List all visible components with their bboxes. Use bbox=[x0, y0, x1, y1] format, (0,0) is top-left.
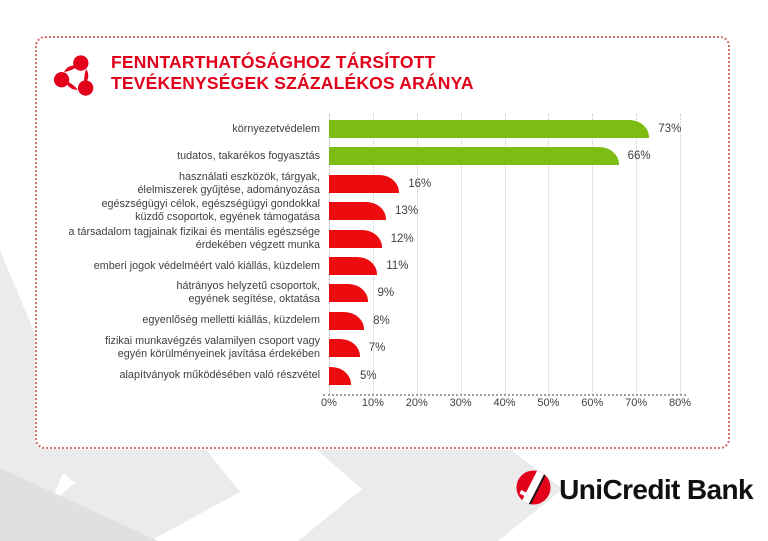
unicredit-logo: UniCredit Bank bbox=[515, 467, 754, 511]
x-tick-label: 10% bbox=[361, 397, 384, 409]
bar-label: egészségügyi célok, egészségügyi gondokk… bbox=[101, 198, 320, 224]
bar-label: alapítványok működésében való részvétel bbox=[119, 369, 320, 382]
bar-label: hátrányos helyzetű csoportok, egyének se… bbox=[176, 280, 320, 306]
chart-card: FENNTARTHATÓSÁGHOZ TÁRSÍTOTT TEVÉKENYSÉG… bbox=[35, 36, 730, 449]
bar-label: fizikai munkavégzés valamilyen csoport v… bbox=[105, 335, 320, 361]
bar-value: 12% bbox=[390, 232, 414, 245]
bar-value: 16% bbox=[408, 177, 432, 190]
unicredit-logo-mark-icon bbox=[515, 467, 552, 511]
bar-label: emberi jogok védelméért való kiállás, kü… bbox=[93, 259, 320, 272]
bar-value: 9% bbox=[377, 287, 395, 300]
gridline bbox=[548, 114, 550, 394]
gridline bbox=[416, 114, 418, 394]
gridline bbox=[680, 114, 681, 394]
x-tick-label: 50% bbox=[537, 397, 560, 409]
bar-value: 66% bbox=[627, 150, 651, 163]
bar bbox=[329, 366, 351, 385]
bar-value: 13% bbox=[395, 205, 419, 218]
gridline bbox=[372, 114, 374, 394]
gridline bbox=[504, 114, 506, 394]
bar bbox=[329, 147, 619, 166]
x-tick-label: 30% bbox=[449, 397, 472, 409]
bar bbox=[329, 174, 400, 193]
bar-label: környezetvédelem bbox=[232, 122, 320, 135]
x-tick-label: 0% bbox=[321, 397, 337, 409]
bar-value: 8% bbox=[373, 314, 390, 327]
bar-label: egyenlőség melletti kiállás, küzdelem bbox=[142, 314, 320, 327]
page-title-line2: TEVÉKENYSÉGEK SZÁZALÉKOS ARÁNYA bbox=[111, 73, 474, 93]
gridline bbox=[460, 114, 462, 394]
gridline bbox=[329, 114, 330, 394]
bar-label: használati eszközök, tárgyak, élelmiszer… bbox=[137, 170, 320, 196]
bar bbox=[329, 339, 360, 358]
sustainability-icon bbox=[53, 52, 99, 103]
chart-rows: környezetvédelem 73% tudatos, takarékos fo… bbox=[37, 115, 732, 415]
x-tick-label: 70% bbox=[625, 397, 648, 409]
x-tick-label: 20% bbox=[405, 397, 428, 409]
bar bbox=[329, 120, 650, 138]
gridline bbox=[592, 114, 594, 394]
unicredit-logo-text: UniCredit Bank bbox=[559, 474, 753, 505]
bar bbox=[329, 284, 369, 303]
bar-label: tudatos, takarékos fogyasztás bbox=[177, 149, 320, 162]
bar-value: 11% bbox=[386, 260, 409, 272]
bar-value: 5% bbox=[359, 369, 377, 382]
page-title: FENNTARTHATÓSÁGHOZ TÁRSÍTOTT TEVÉKENYSÉG… bbox=[111, 52, 474, 94]
x-tick-label: 60% bbox=[581, 397, 604, 409]
bar bbox=[329, 311, 365, 330]
bar-value: 73% bbox=[658, 123, 682, 135]
bar bbox=[329, 229, 382, 248]
x-tick-label: 80% bbox=[668, 397, 692, 409]
page-title-line1: FENNTARTHATÓSÁGHOZ TÁRSÍTOTT bbox=[111, 52, 436, 72]
bar-label: a társadalom tagjainak fizikai és mentál… bbox=[68, 225, 320, 251]
bar bbox=[329, 257, 378, 275]
x-axis: 0% 10% 20% 30% 40% 50% 60% 70% 80% bbox=[321, 397, 729, 413]
bar bbox=[329, 202, 387, 221]
bar-value: 7% bbox=[368, 342, 386, 355]
plot-gridlines bbox=[323, 114, 686, 396]
x-tick-label: 40% bbox=[493, 397, 516, 409]
gridline bbox=[636, 114, 638, 394]
chart-header: FENNTARTHATÓSÁGHOZ TÁRSÍTOTT TEVÉKENYSÉG… bbox=[53, 52, 474, 103]
x-axis-baseline bbox=[323, 394, 686, 396]
